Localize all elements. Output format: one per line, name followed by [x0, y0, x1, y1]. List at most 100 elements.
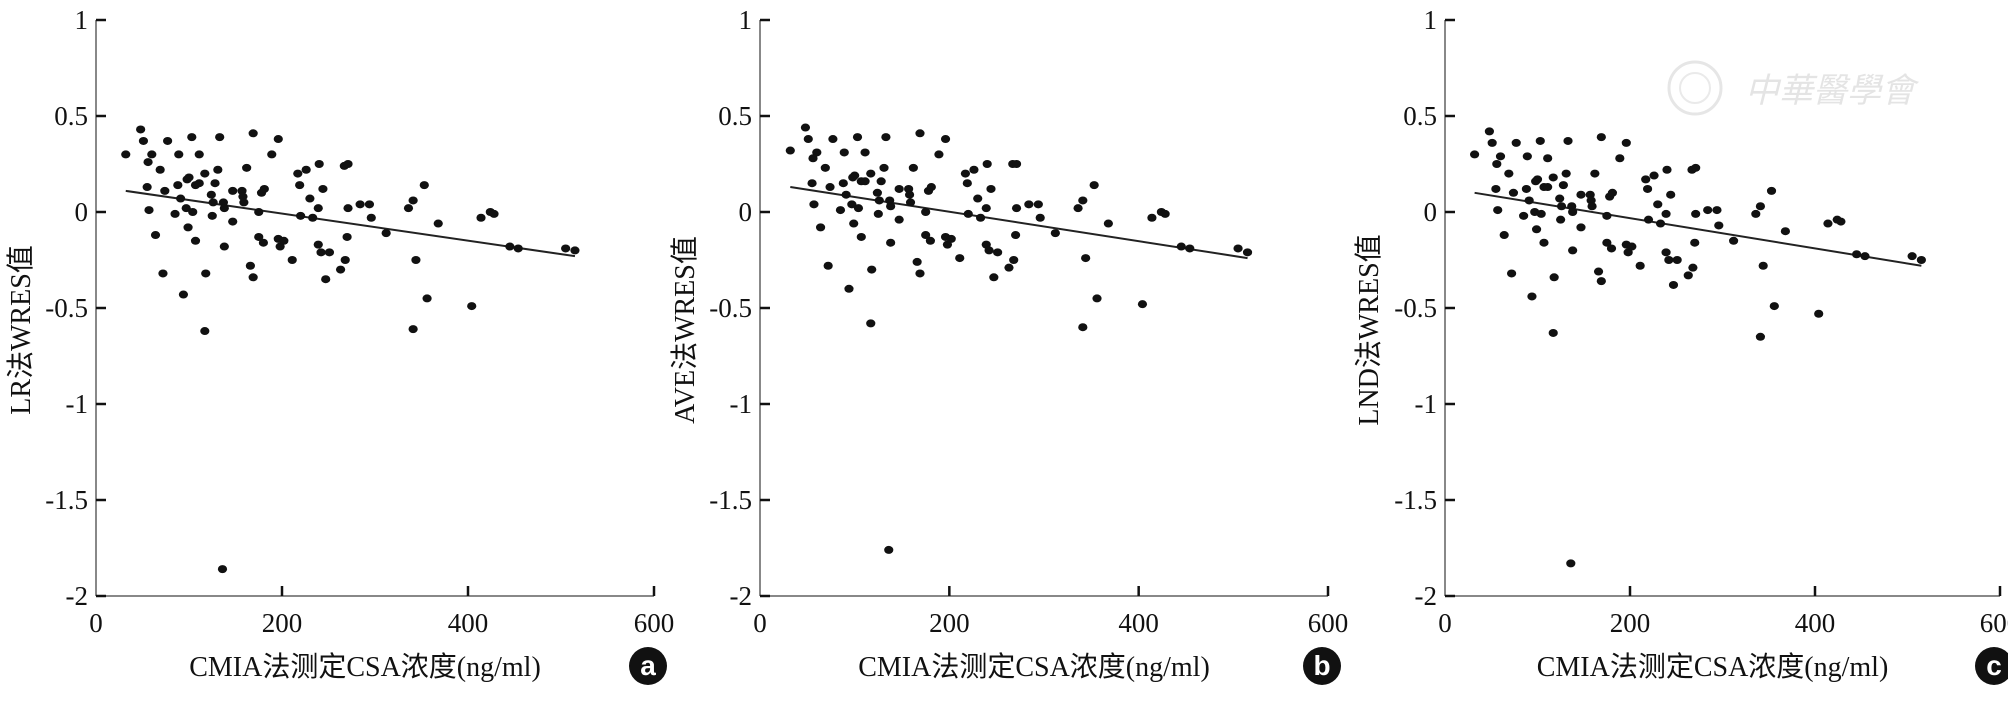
data-point [1499, 231, 1509, 240]
data-point [915, 269, 925, 278]
data-point [1011, 204, 1022, 213]
data-point [1590, 169, 1600, 178]
data-point [881, 133, 891, 142]
data-point [1035, 213, 1045, 222]
data-point [853, 204, 864, 213]
data-point [313, 240, 323, 249]
y-tick-label: -1 [1415, 389, 1438, 419]
data-point [219, 204, 229, 213]
data-point [1755, 332, 1766, 341]
data-point [1073, 204, 1083, 213]
data-point [143, 158, 153, 167]
data-point [267, 150, 277, 159]
data-point [872, 188, 882, 197]
data-point [1081, 254, 1091, 263]
data-point [248, 129, 258, 138]
data-point [955, 254, 965, 263]
data-point [318, 184, 328, 193]
y-axis-title: LR法WRES值 [5, 245, 37, 415]
data-point [207, 211, 217, 220]
data-point [381, 229, 391, 238]
data-point [187, 133, 197, 142]
data-point [1519, 211, 1529, 220]
data-point [866, 319, 876, 328]
watermark-text: 中華醫學會 [1745, 71, 1920, 111]
data-point [258, 238, 268, 247]
data-point [1185, 244, 1195, 253]
panel-label-badge [629, 647, 667, 685]
data-point [433, 219, 443, 228]
data-point [245, 261, 255, 270]
data-point [254, 208, 264, 216]
data-point [287, 256, 297, 264]
data-point [1492, 160, 1502, 168]
data-point [1024, 200, 1034, 209]
data-point [403, 204, 414, 213]
y-tick-label: -1 [730, 389, 753, 419]
data-point [860, 177, 870, 186]
data-point [785, 146, 795, 155]
data-point [1860, 252, 1870, 261]
data-point [513, 244, 523, 253]
data-point [1548, 328, 1558, 337]
data-point [182, 175, 192, 184]
panel-label: a [640, 650, 656, 681]
data-point [305, 194, 315, 203]
data-point [121, 150, 131, 159]
data-point [1507, 269, 1517, 278]
data-point [1527, 292, 1537, 301]
data-point [200, 327, 210, 336]
data-point [989, 273, 999, 282]
panel-label: b [1313, 650, 1330, 681]
data-point [807, 179, 817, 188]
data-point [925, 236, 936, 245]
data-point [1549, 273, 1559, 282]
data-point [1137, 300, 1148, 309]
data-point [411, 256, 421, 264]
data-point [254, 232, 264, 241]
data-point [894, 184, 904, 193]
data-point [1649, 171, 1659, 180]
data-point [1661, 248, 1671, 257]
data-point [1662, 165, 1672, 174]
data-point [828, 135, 838, 144]
panel-b: 10.50-0.5-1-1.5-20 200 400 600CMIA法测定CSA浓度(… [669, 5, 1348, 685]
data-point [1531, 177, 1541, 186]
data-point [1539, 238, 1549, 247]
data-point [422, 294, 432, 303]
data-point [1602, 238, 1612, 247]
data-point [835, 206, 846, 215]
data-point [142, 183, 152, 192]
data-point [860, 148, 870, 157]
data-point [838, 179, 848, 188]
data-point [1470, 150, 1480, 159]
data-point [1543, 154, 1553, 163]
data-point [1521, 184, 1531, 193]
data-point [866, 169, 876, 178]
x-tick-label: 400 [1795, 608, 1836, 638]
data-point [1769, 302, 1779, 311]
data-point [884, 545, 894, 554]
y-tick-label: -0.5 [1394, 293, 1437, 323]
data-point [1543, 183, 1553, 192]
data-point [228, 186, 238, 195]
y-tick-label: 1 [1424, 5, 1438, 35]
data-point [570, 246, 580, 255]
data-point [803, 135, 813, 144]
data-point [1566, 559, 1576, 568]
data-point [1242, 248, 1253, 257]
data-point [849, 219, 859, 228]
data-point [1147, 213, 1157, 222]
x-tick-label: 0 [753, 608, 767, 638]
data-point [876, 177, 886, 186]
data-point [1556, 202, 1567, 211]
data-point [1576, 223, 1586, 232]
data-point [1092, 294, 1102, 303]
data-point [201, 269, 211, 278]
watermark-seal-inner-icon [1679, 72, 1711, 104]
panel-label: c [1986, 650, 2002, 681]
data-point [1556, 215, 1566, 224]
y-axis-title: LND法WRES值 [1353, 234, 1385, 425]
data-point [1655, 219, 1666, 228]
data-point [1751, 209, 1761, 218]
